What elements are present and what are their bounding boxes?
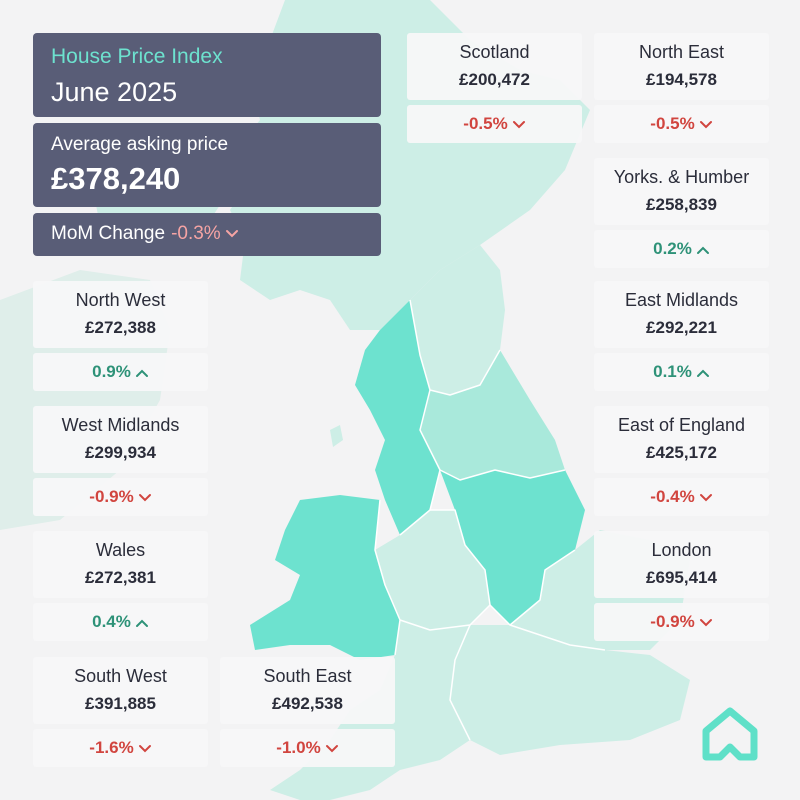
region-card-wales: Wales £272,381 0.4%	[33, 531, 208, 646]
region-change: 0.1%	[653, 362, 692, 381]
region-name: East Midlands	[624, 290, 739, 310]
map-region-yorks-humber	[420, 350, 565, 480]
region-name: West Midlands	[61, 415, 180, 435]
region-card-north-east: North East £194,578 -0.5%	[594, 33, 769, 148]
mom-change-label: MoM Change	[51, 223, 166, 244]
region-price: £391,885	[85, 694, 156, 713]
region-card-north-west: North West £272,388 0.9%	[33, 281, 208, 396]
chevron-down-icon	[512, 120, 525, 128]
average-price-panel: Average asking price £378,240	[33, 123, 381, 207]
mom-change-value: -0.3%	[171, 223, 221, 244]
chevron-down-icon	[138, 493, 151, 501]
average-price-value: £378,240	[51, 161, 181, 196]
map-region-isle-of-man	[330, 425, 343, 447]
chevron-down-icon	[699, 120, 712, 128]
region-change: 0.9%	[92, 362, 131, 381]
house-logo-icon	[702, 707, 758, 761]
region-card-south-east: South East £492,538 -1.0%	[220, 657, 395, 772]
region-card-scotland: Scotland £200,472 -0.5%	[407, 33, 582, 148]
region-card-east-of-england: East of England £425,172 -0.4%	[594, 406, 769, 521]
region-card-london: London £695,414 -0.9%	[594, 531, 769, 646]
region-price: £194,578	[646, 70, 717, 89]
mom-change-panel: MoM Change -0.3%	[33, 213, 381, 256]
region-change: -0.4%	[650, 487, 695, 506]
average-price-label: Average asking price	[51, 134, 229, 155]
map-region-west-midlands	[375, 510, 490, 630]
index-title: House Price Index	[51, 45, 223, 68]
region-card-yorks-humber: Yorks. & Humber £258,839 0.2%	[594, 158, 769, 273]
region-change: -0.9%	[650, 612, 695, 631]
region-name: North West	[75, 290, 166, 310]
region-change: -0.5%	[463, 114, 508, 133]
region-change: 0.4%	[92, 612, 131, 631]
map-region-wales	[250, 495, 400, 660]
region-name: Wales	[95, 540, 146, 560]
region-card-south-west: South West £391,885 -1.6%	[33, 657, 208, 772]
region-change: -1.6%	[89, 738, 134, 757]
region-name: North East	[638, 42, 725, 62]
region-name: South West	[74, 666, 167, 686]
region-price: £272,381	[85, 568, 156, 587]
chevron-down-icon	[699, 618, 712, 626]
region-change: -1.0%	[276, 738, 321, 757]
chevron-up-icon	[696, 246, 709, 254]
region-card-west-midlands: West Midlands £299,934 -0.9%	[33, 406, 208, 521]
chevron-up-icon	[135, 369, 148, 377]
index-title-panel: House Price Index June 2025	[33, 33, 381, 117]
map-region-north-west	[355, 300, 440, 535]
region-name: Yorks. & Humber	[613, 167, 750, 187]
map-region-south-east	[450, 625, 690, 755]
region-change: -0.9%	[89, 487, 134, 506]
chevron-down-icon	[138, 744, 151, 752]
chevron-down-icon	[699, 493, 712, 501]
region-name: East of England	[617, 415, 746, 435]
region-price: £425,172	[646, 443, 717, 462]
region-price: £695,414	[646, 568, 717, 587]
map-region-east-midlands	[440, 470, 585, 625]
region-price: £492,538	[272, 694, 343, 713]
region-price: £292,221	[646, 318, 717, 337]
region-name: South East	[263, 666, 352, 686]
region-price: £258,839	[646, 195, 717, 214]
region-price: £272,388	[85, 318, 156, 337]
region-card-east-midlands: East Midlands £292,221 0.1%	[594, 281, 769, 396]
region-name: Scotland	[459, 42, 530, 62]
region-price: £200,472	[459, 70, 530, 89]
map-region-north-east	[410, 245, 505, 395]
chevron-up-icon	[135, 619, 148, 627]
region-change: 0.2%	[653, 239, 692, 258]
region-change: -0.5%	[650, 114, 695, 133]
index-date: June 2025	[51, 77, 178, 107]
chevron-down-icon	[225, 229, 238, 238]
region-price: £299,934	[85, 443, 156, 462]
region-name: London	[651, 540, 712, 560]
chevron-down-icon	[325, 744, 338, 752]
chevron-up-icon	[696, 369, 709, 377]
